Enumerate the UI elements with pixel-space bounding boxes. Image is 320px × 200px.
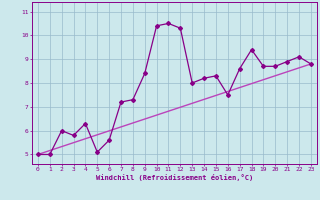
X-axis label: Windchill (Refroidissement éolien,°C): Windchill (Refroidissement éolien,°C) <box>96 174 253 181</box>
